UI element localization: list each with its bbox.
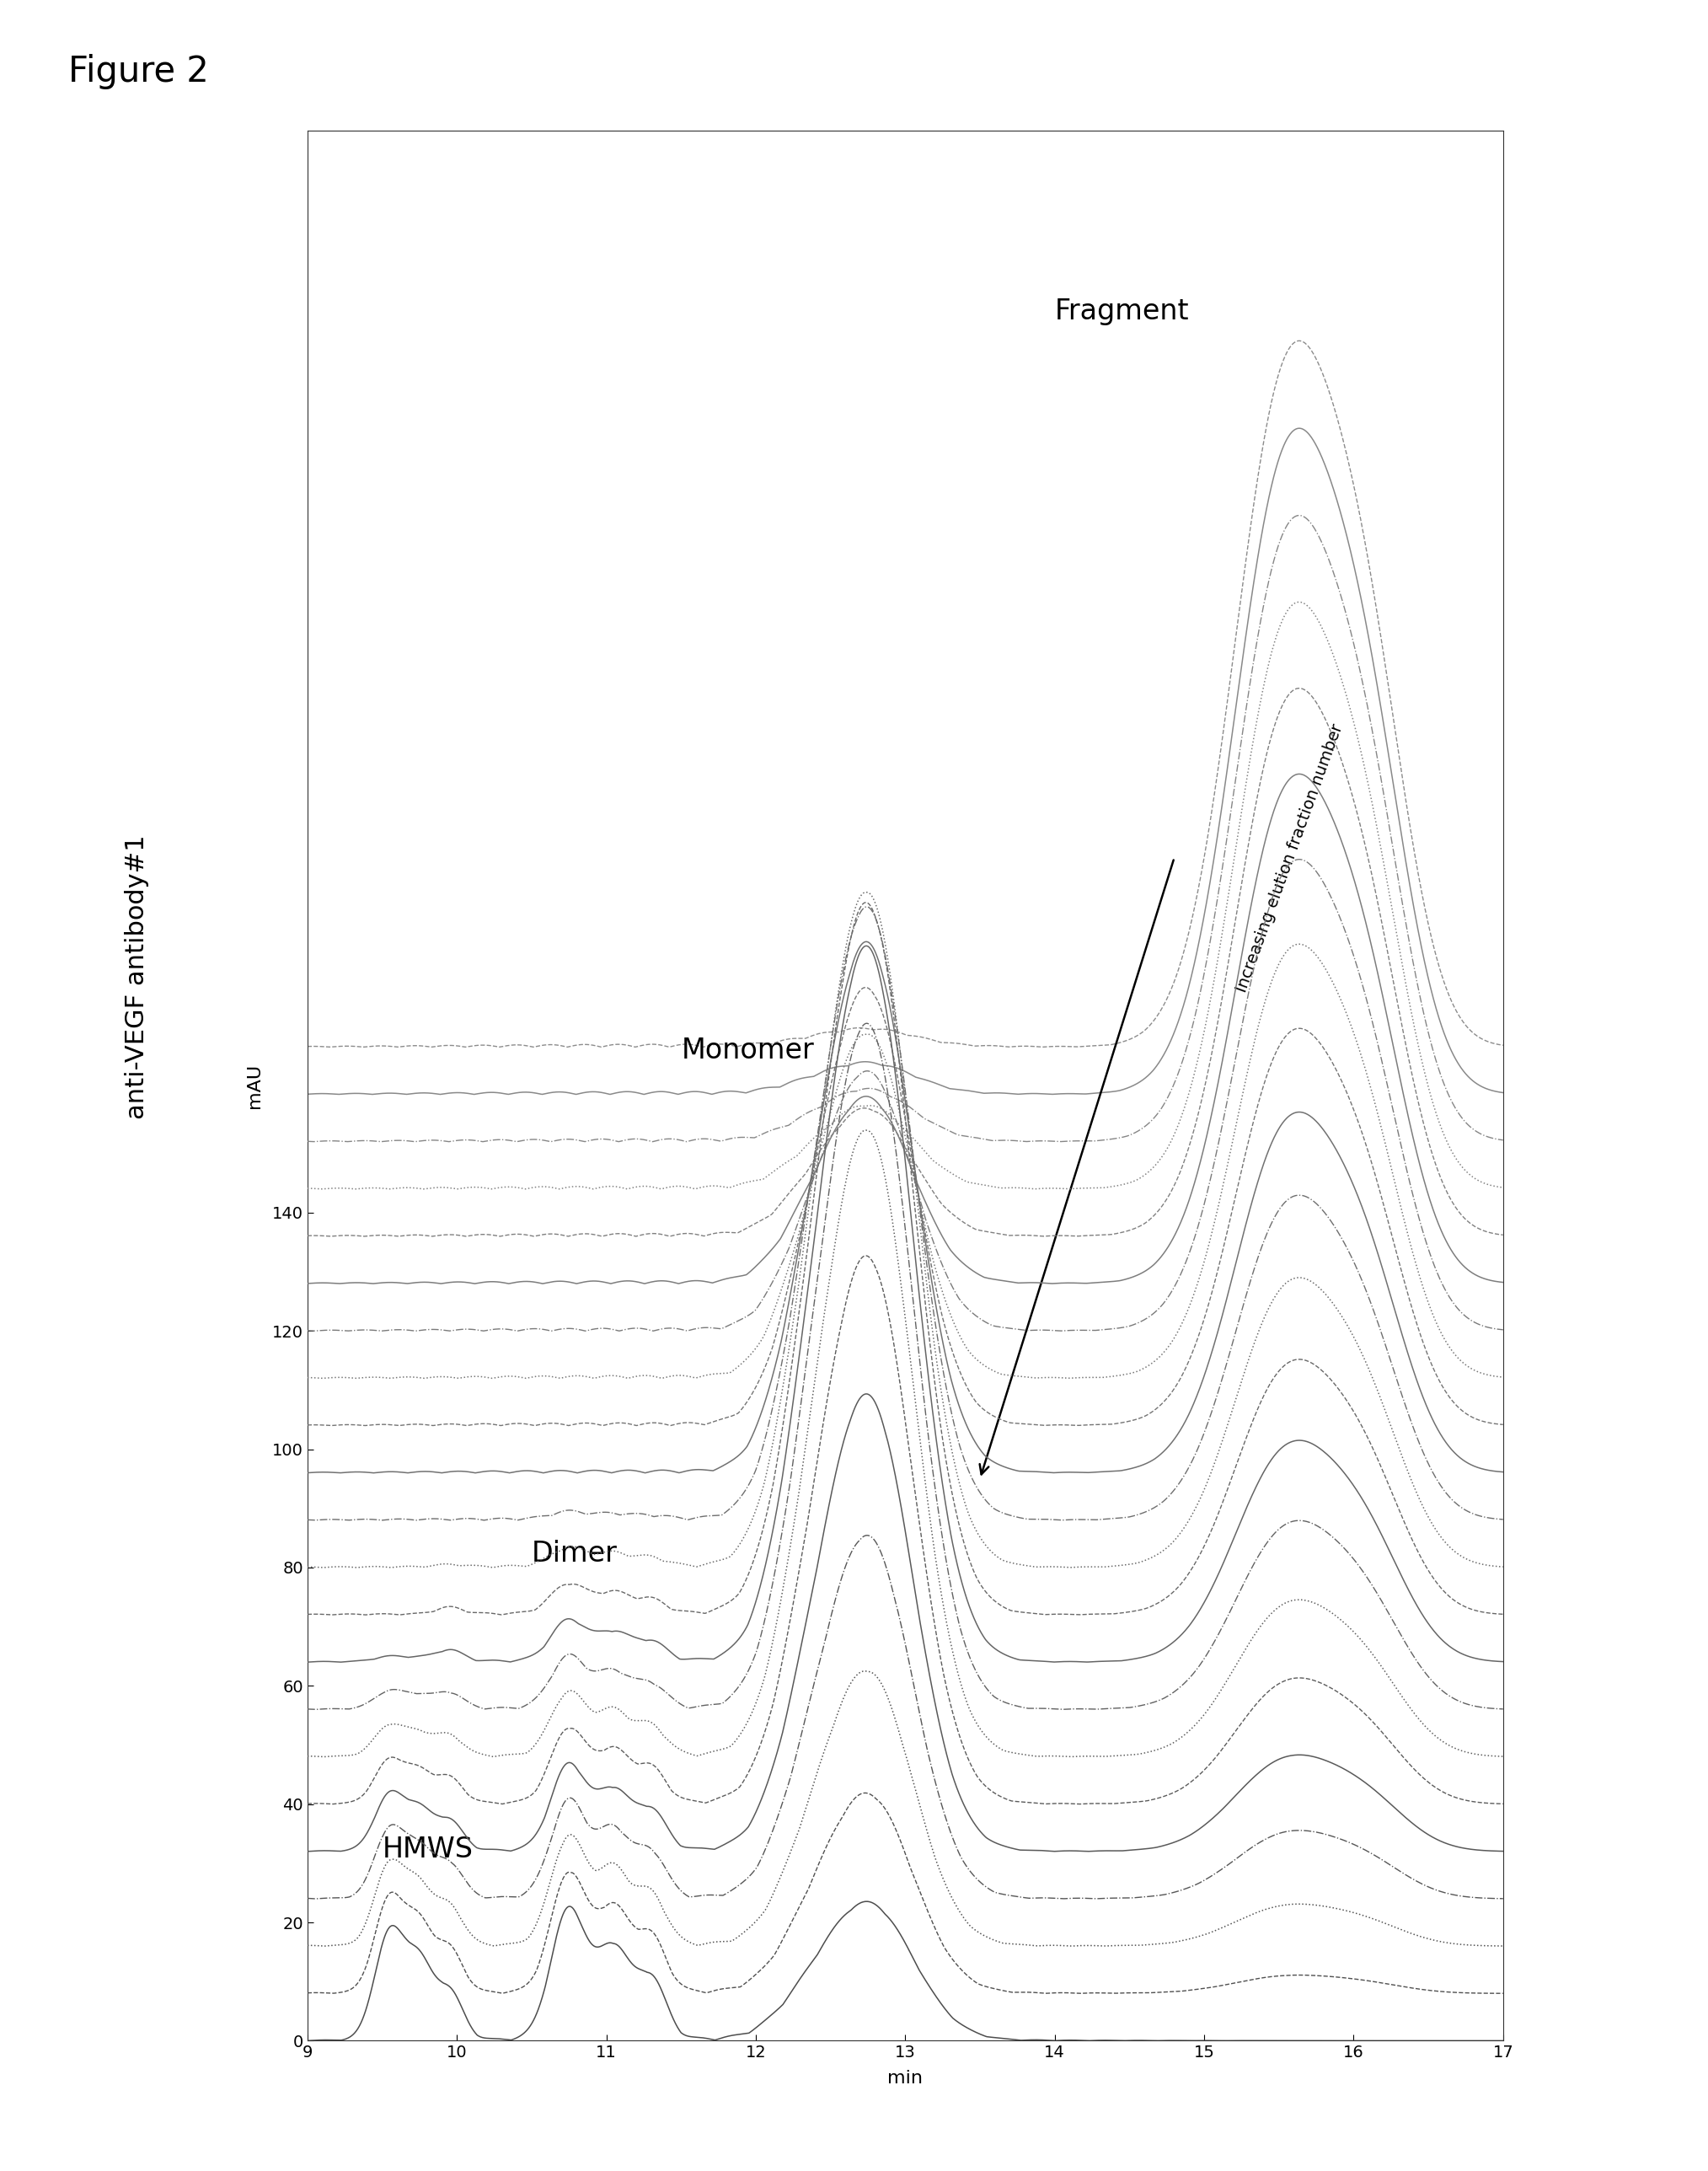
Text: anti-VEGF antibody#1: anti-VEGF antibody#1 [125,834,149,1120]
Y-axis label: mAU: mAU [246,1064,263,1107]
Text: Increasing elution fraction number: Increasing elution fraction number [1233,721,1346,994]
Text: Figure 2: Figure 2 [68,54,208,89]
Text: HMWS: HMWS [383,1834,473,1863]
X-axis label: min: min [888,2071,922,2086]
Text: Fragment: Fragment [1054,297,1189,326]
Text: Dimer: Dimer [531,1539,618,1567]
Text: Monomer: Monomer [681,1038,815,1064]
